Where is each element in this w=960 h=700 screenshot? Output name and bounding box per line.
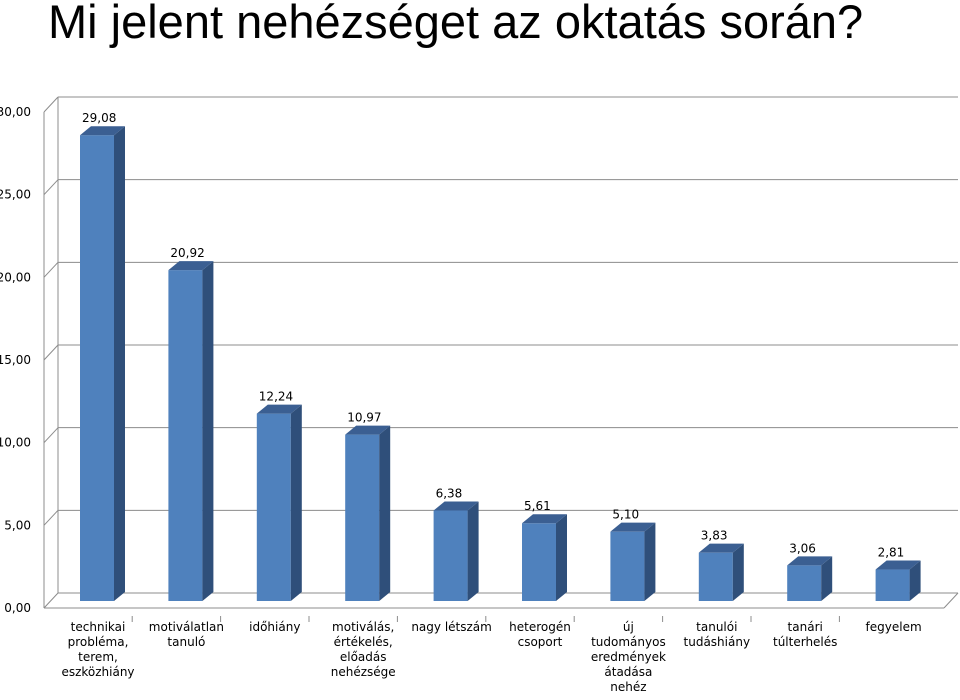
bar-side (202, 261, 214, 601)
bar-side (821, 556, 833, 601)
bar-top (256, 404, 302, 414)
x-tick-label: nagy létszám (411, 620, 492, 634)
floor-right-edge (943, 592, 959, 609)
x-tick-label: nehézsége (331, 665, 396, 679)
bar (345, 434, 380, 601)
x-tick-label: tanári (788, 620, 823, 634)
x-tick-label: átadása (604, 665, 652, 679)
bar (522, 523, 556, 601)
bar-side (290, 404, 302, 601)
x-tick-label: heterogén (509, 620, 571, 634)
bar (875, 569, 910, 601)
data-label: 6,38 (436, 487, 463, 501)
y-tick-label: 20,00 (0, 270, 31, 284)
bar-top (168, 261, 214, 271)
bar-side (467, 501, 479, 601)
y-tick-label: 5,00 (4, 518, 31, 532)
bar-side (556, 514, 567, 601)
x-tick-label: túlterhelés (773, 635, 837, 649)
gridline-depth (43, 344, 59, 361)
bar-side (379, 425, 391, 601)
x-tick-label: új (623, 620, 634, 634)
data-label: 5,10 (612, 508, 639, 522)
bar (256, 413, 291, 601)
gridline-depth (43, 592, 59, 609)
x-tick-label: eszközhiány (61, 665, 134, 679)
data-label: 10,97 (347, 411, 381, 425)
x-tick-label: probléma, (68, 635, 129, 649)
x-tick-label: motiválatlan (149, 620, 224, 634)
bar-top (433, 501, 479, 511)
x-tick-label: motiválás, (332, 620, 394, 634)
bar-top (610, 522, 656, 532)
bar-top (522, 514, 567, 524)
x-tick-label: technikai (71, 620, 126, 634)
bar-side (644, 522, 656, 601)
bar (698, 552, 733, 601)
x-tick-label: értékelés, (334, 635, 393, 649)
bar-side (909, 560, 921, 601)
y-tick-label: 25,00 (0, 188, 31, 202)
x-tick-label: eredmények (591, 650, 666, 664)
x-tick-label: tudományos (591, 635, 666, 649)
bar-top (875, 560, 921, 570)
y-tick-label: 0,00 (4, 601, 31, 615)
data-label: 3,06 (789, 541, 816, 555)
bar (168, 270, 203, 601)
data-label: 20,92 (170, 246, 204, 260)
gridline-depth (43, 96, 59, 113)
bar (433, 510, 468, 601)
bar-side (114, 126, 125, 602)
bar (80, 135, 114, 601)
x-tick-label: tudáshiány (684, 635, 751, 649)
page-title: Mi jelent nehézséget az oktatás során? (48, 0, 864, 48)
data-label: 5,61 (524, 499, 551, 513)
gridline-depth (43, 261, 59, 278)
x-tick-label: előadás (340, 650, 387, 664)
bar-top (345, 425, 391, 435)
x-tick-label: időhiány (249, 620, 300, 634)
y-tick-label: 10,00 (0, 436, 31, 450)
gridline-depth (43, 427, 59, 444)
x-tick-label: tanulói (696, 620, 737, 634)
gridline-depth (43, 509, 59, 526)
bar-side (732, 543, 744, 601)
x-tick-label: terem, (78, 650, 118, 664)
x-tick-label: nehéz (610, 680, 646, 694)
data-label: 12,24 (259, 390, 293, 404)
x-tick-label: csoport (518, 635, 563, 649)
x-tick-label: tanuló (167, 635, 205, 649)
gridline-depth (43, 179, 59, 196)
data-label: 3,83 (701, 529, 728, 543)
y-tick-label: 15,00 (0, 353, 31, 367)
data-label: 29,08 (82, 111, 116, 125)
bar-top (787, 556, 833, 566)
y-tick-label: 30,00 (0, 105, 31, 119)
x-tick-label: fegyelem (866, 620, 922, 634)
bar-top (80, 126, 125, 136)
bar-top (698, 543, 744, 553)
bar (787, 565, 822, 601)
data-label: 2,81 (878, 546, 905, 560)
bar (610, 531, 645, 601)
